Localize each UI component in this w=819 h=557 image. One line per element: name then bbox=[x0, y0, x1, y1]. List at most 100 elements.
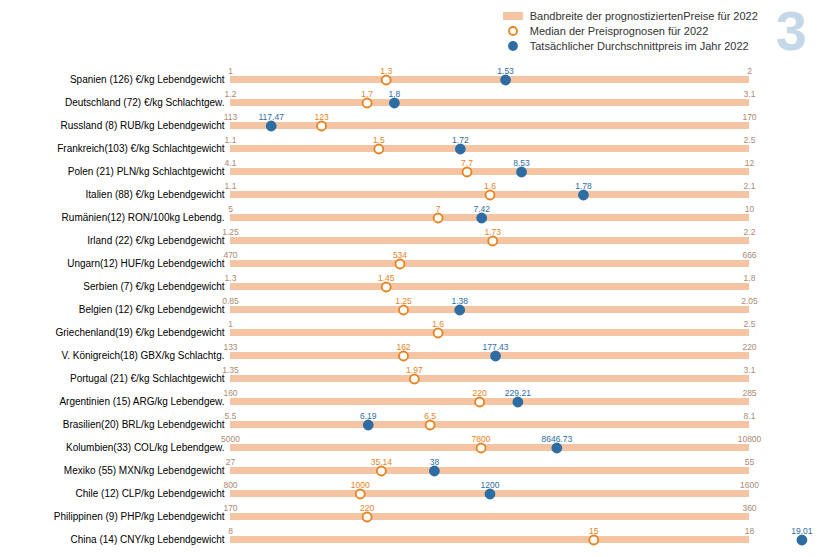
svg-text:1.73: 1.73 bbox=[484, 227, 501, 237]
svg-text:285: 285 bbox=[742, 388, 756, 398]
svg-text:18: 18 bbox=[745, 526, 755, 536]
svg-text:1.3: 1.3 bbox=[225, 273, 237, 283]
svg-text:229.21: 229.21 bbox=[505, 388, 531, 398]
svg-text:Polen (21) PLN/kg Schlachtgewi: Polen (21) PLN/kg Schlachtgewicht bbox=[68, 166, 225, 177]
svg-text:170: 170 bbox=[223, 503, 237, 513]
svg-text:15: 15 bbox=[589, 526, 599, 536]
svg-text:Brasilien(20) BRL/kg Lebendgew: Brasilien(20) BRL/kg Lebendgewicht bbox=[63, 419, 225, 430]
svg-text:Argentinien (15) ARG/kg Lebend: Argentinien (15) ARG/kg Lebendgew. bbox=[59, 396, 224, 407]
svg-text:2.05: 2.05 bbox=[741, 296, 758, 306]
svg-text:800: 800 bbox=[223, 480, 237, 490]
svg-text:12: 12 bbox=[745, 158, 755, 168]
svg-text:Russland (8) RUB/kg Lebendgewi: Russland (8) RUB/kg Lebendgewicht bbox=[61, 120, 225, 131]
svg-text:27: 27 bbox=[226, 457, 236, 467]
svg-text:1.53: 1.53 bbox=[497, 66, 514, 76]
svg-text:5.5: 5.5 bbox=[225, 411, 237, 421]
svg-text:2.2: 2.2 bbox=[744, 227, 756, 237]
svg-text:Belgien (12) €/kg Lebendgewich: Belgien (12) €/kg Lebendgewicht bbox=[79, 304, 225, 315]
svg-text:177.43: 177.43 bbox=[483, 342, 509, 352]
svg-text:2.5: 2.5 bbox=[744, 135, 756, 145]
svg-text:China (14) CNY/kg Lebendgewich: China (14) CNY/kg Lebendgewicht bbox=[71, 534, 225, 545]
svg-text:6.19: 6.19 bbox=[360, 411, 377, 421]
svg-text:6.5: 6.5 bbox=[424, 411, 436, 421]
svg-text:Portugal (21) €/kg Schlachtgew: Portugal (21) €/kg Schlachtgewicht bbox=[70, 373, 225, 384]
svg-text:Griechenland(19) €/kg Lebendge: Griechenland(19) €/kg Lebendgewicht bbox=[56, 327, 225, 338]
svg-text:1.6: 1.6 bbox=[432, 319, 444, 329]
svg-text:1.1: 1.1 bbox=[225, 181, 237, 191]
svg-text:8.1: 8.1 bbox=[744, 411, 756, 421]
svg-text:2.5: 2.5 bbox=[744, 319, 756, 329]
svg-text:8646.73: 8646.73 bbox=[541, 434, 572, 444]
svg-text:55: 55 bbox=[745, 457, 755, 467]
svg-text:1.97: 1.97 bbox=[406, 365, 423, 375]
svg-text:2.1: 2.1 bbox=[744, 181, 756, 191]
svg-text:Ungarn(12) HUF/kg Lebendgewich: Ungarn(12) HUF/kg Lebendgewicht bbox=[67, 258, 225, 269]
svg-text:Irland (22) €/kg Lebendgewicht: Irland (22) €/kg Lebendgewicht bbox=[87, 235, 225, 246]
svg-text:1000: 1000 bbox=[351, 480, 370, 490]
svg-text:5: 5 bbox=[228, 204, 233, 214]
svg-text:1.45: 1.45 bbox=[378, 273, 395, 283]
svg-text:1.25: 1.25 bbox=[395, 296, 412, 306]
svg-text:10: 10 bbox=[745, 204, 755, 214]
svg-text:Kolumbien(33) COL/kg Lebendgew: Kolumbien(33) COL/kg Lebendgew. bbox=[66, 442, 224, 453]
svg-text:2: 2 bbox=[747, 66, 752, 76]
svg-text:10800: 10800 bbox=[738, 434, 762, 444]
svg-text:1.8: 1.8 bbox=[744, 273, 756, 283]
svg-text:666: 666 bbox=[742, 250, 756, 260]
svg-text:8: 8 bbox=[228, 526, 233, 536]
svg-text:170: 170 bbox=[742, 112, 756, 122]
svg-text:162: 162 bbox=[396, 342, 410, 352]
svg-text:1.7: 1.7 bbox=[361, 89, 373, 99]
svg-text:Rumänien(12) RON/100kg Lebendg: Rumänien(12) RON/100kg Lebendg. bbox=[62, 212, 225, 223]
svg-text:123: 123 bbox=[314, 112, 328, 122]
svg-text:1200: 1200 bbox=[481, 480, 500, 490]
svg-text:133: 133 bbox=[223, 342, 237, 352]
svg-text:Deutschland (72) €/kg Schlacht: Deutschland (72) €/kg Schlachtgew. bbox=[65, 97, 225, 108]
html-text:Bandbreite der prognostizierte: Bandbreite der prognostiziertenPreise fü… bbox=[529, 10, 758, 22]
svg-text:1.2: 1.2 bbox=[225, 89, 237, 99]
svg-text:7.7: 7.7 bbox=[461, 158, 473, 168]
svg-text:Italien (88) €/kg Lebendgewich: Italien (88) €/kg Lebendgewicht bbox=[86, 189, 225, 200]
svg-text:3.1: 3.1 bbox=[744, 365, 756, 375]
svg-text:1.6: 1.6 bbox=[484, 181, 496, 191]
html-text:3: 3 bbox=[775, 0, 807, 62]
svg-text:1: 1 bbox=[228, 319, 233, 329]
svg-text:160: 160 bbox=[223, 388, 237, 398]
svg-text:1.1: 1.1 bbox=[225, 135, 237, 145]
svg-text:220: 220 bbox=[360, 503, 374, 513]
svg-text:8.53: 8.53 bbox=[513, 158, 530, 168]
svg-text:220: 220 bbox=[473, 388, 487, 398]
svg-text:Mexiko (55) MXN/kg Lebendgewic: Mexiko (55) MXN/kg Lebendgewicht bbox=[64, 465, 225, 476]
svg-text:360: 360 bbox=[742, 503, 756, 513]
svg-text:19.01: 19.01 bbox=[791, 526, 813, 536]
svg-text:534: 534 bbox=[393, 250, 407, 260]
svg-text:Serbien (7) €/kg Lebendgewicht: Serbien (7) €/kg Lebendgewicht bbox=[83, 281, 224, 292]
svg-text:3.1: 3.1 bbox=[744, 89, 756, 99]
svg-text:Philippinen (9) PHP/kg Lebendg: Philippinen (9) PHP/kg Lebendgewicht bbox=[54, 511, 225, 522]
svg-text:1.8: 1.8 bbox=[388, 89, 400, 99]
svg-text:1.38: 1.38 bbox=[451, 296, 468, 306]
svg-text:1.72: 1.72 bbox=[452, 135, 469, 145]
svg-text:V. Königreich(18) GBX/kg Schla: V. Königreich(18) GBX/kg Schlachtg. bbox=[61, 350, 224, 361]
svg-text:1.78: 1.78 bbox=[575, 181, 592, 191]
svg-text:Spanien (126) €/kg Lebendgewic: Spanien (126) €/kg Lebendgewicht bbox=[70, 74, 225, 85]
svg-text:Frankreich(103) €/kg Schlachtg: Frankreich(103) €/kg Schlachtgewicht bbox=[57, 143, 225, 154]
svg-text:7800: 7800 bbox=[472, 434, 491, 444]
svg-text:220: 220 bbox=[742, 342, 756, 352]
svg-text:1.25: 1.25 bbox=[222, 227, 239, 237]
svg-text:117.47: 117.47 bbox=[259, 112, 285, 122]
svg-text:470: 470 bbox=[223, 250, 237, 260]
svg-text:113: 113 bbox=[224, 112, 238, 122]
svg-text:35.14: 35.14 bbox=[371, 457, 393, 467]
svg-text:1: 1 bbox=[228, 66, 233, 76]
svg-text:1600: 1600 bbox=[740, 480, 759, 490]
svg-text:1.5: 1.5 bbox=[373, 135, 385, 145]
svg-text:38: 38 bbox=[430, 457, 440, 467]
svg-text:0.85: 0.85 bbox=[222, 296, 239, 306]
svg-text:Chile (12) CLP/kg Lebendgewich: Chile (12) CLP/kg Lebendgewicht bbox=[76, 488, 225, 499]
svg-text:1.3: 1.3 bbox=[380, 66, 392, 76]
svg-text:7: 7 bbox=[436, 204, 441, 214]
svg-text:4.1: 4.1 bbox=[225, 158, 237, 168]
svg-text:7.42: 7.42 bbox=[473, 204, 490, 214]
svg-text:1.35: 1.35 bbox=[222, 365, 239, 375]
